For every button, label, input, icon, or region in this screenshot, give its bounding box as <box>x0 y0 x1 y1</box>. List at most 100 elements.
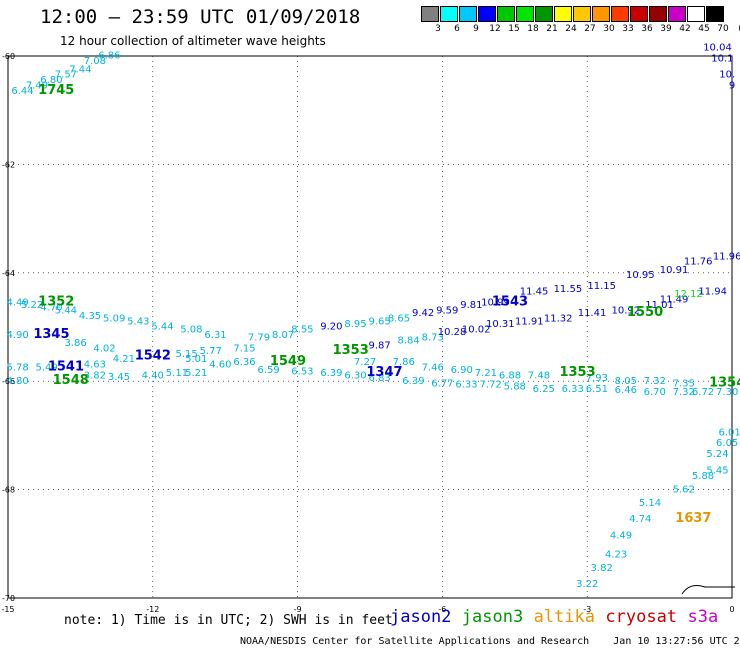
wave-height-value: 7.72 <box>480 380 502 391</box>
color-scale-swatch <box>611 6 629 22</box>
wave-height-value: 6.33 <box>562 384 584 395</box>
wave-height-value: 7.48 <box>528 370 550 381</box>
wave-height-value: 9.87 <box>369 341 391 352</box>
color-scale-label: 15 <box>508 24 520 34</box>
pass-time-label: 1637 <box>675 511 711 526</box>
color-scale-swatch <box>592 6 610 22</box>
color-scale-label: 33 <box>622 24 634 34</box>
color-scale-swatch <box>459 6 477 22</box>
wave-height-value: 5.88 <box>692 471 714 482</box>
pass-time-label: 1550 <box>627 305 663 320</box>
wave-height-value: 6.33 <box>455 380 477 391</box>
wave-height-value: 6.59 <box>258 365 280 376</box>
color-scale-label: 21 <box>546 24 558 34</box>
color-scale-label: 18 <box>527 24 539 34</box>
pass-time-label: 1548 <box>53 373 89 388</box>
wave-height-value: 7.93 <box>586 373 608 384</box>
latitude-tick-label: -60 <box>2 52 15 61</box>
wave-height-value: 8.84 <box>397 335 419 346</box>
legend-entry-jason2: jason2 <box>390 607 452 627</box>
coastline <box>681 585 735 595</box>
wave-height-value: 11.76 <box>684 257 713 268</box>
wave-height-value: 4.21 <box>113 354 135 365</box>
wave-height-value: 11.45 <box>520 286 549 297</box>
pass-time-label: 1745 <box>38 83 74 98</box>
wave-height-value: 6.80 <box>40 75 62 86</box>
wave-height-value: 4.40 <box>142 370 164 381</box>
color-scale-swatch <box>706 6 724 22</box>
wave-height-value: 3.82 <box>84 370 106 381</box>
longitude-tick-label: -9 <box>294 605 302 614</box>
wave-height-value: 5.11 <box>166 368 188 379</box>
wave-height-value: 6.51 <box>586 384 608 395</box>
wave-height-value: 8.95 <box>344 319 366 330</box>
wave-height-value: 9 <box>729 81 735 92</box>
wave-height-value: 7.15 <box>233 343 255 354</box>
latitude-tick-label: -62 <box>2 160 15 169</box>
color-scale-label: 70 <box>717 24 729 34</box>
latitude-tick-label: -70 <box>2 594 15 603</box>
wave-height-value: 4.74 <box>629 514 651 525</box>
latitude-tick-label: -64 <box>2 269 15 278</box>
legend-entry-jason3: jason3 <box>461 607 524 627</box>
color-scale-label: 6 <box>454 24 460 34</box>
wave-height-value: 6.72 <box>692 387 714 398</box>
color-scale-label: 3 <box>435 24 441 34</box>
wave-height-value: 4.35 <box>79 311 101 322</box>
wave-height-value: 4.49 <box>7 297 29 308</box>
wave-height-value: 5.88 <box>504 381 526 392</box>
color-scale-label: 30 <box>603 24 615 34</box>
wave-height-value: 7.35 <box>673 379 695 390</box>
wave-height-value: 6.01 <box>718 427 740 438</box>
legend-entry-cryosat: cryosat <box>605 607 678 627</box>
wave-height-value: 8.07 <box>272 330 294 341</box>
wave-height-value: 11.32 <box>544 314 573 325</box>
wave-height-value: 6.30 <box>344 370 366 381</box>
wave-height-value: 5.62 <box>673 484 695 495</box>
pass-time-label: 1543 <box>492 294 528 309</box>
pass-time-label: 1354 <box>709 376 740 391</box>
color-scale-label: 12 <box>489 24 501 34</box>
wave-height-value: 8.65 <box>388 314 410 325</box>
wave-height-value: 10.91 <box>660 265 689 276</box>
wave-height-value: 7.30 <box>716 387 738 398</box>
legend-entry-altika: altika <box>533 607 596 627</box>
wave-height-value: 4.63 <box>84 360 106 371</box>
wave-height-value: 4.02 <box>93 343 115 354</box>
wave-height-value: 6.86 <box>98 51 120 62</box>
wave-height-value: 11.94 <box>698 286 727 297</box>
wave-height-value: 5.01 <box>185 354 207 365</box>
wave-height-value: 10.02 <box>462 324 491 335</box>
wave-height-value: 3.82 <box>591 563 613 574</box>
wave-height-value: 5.14 <box>639 498 661 509</box>
wave-height-value: 10.99 <box>481 297 510 308</box>
color-scale-label: 45 <box>698 24 710 34</box>
wave-height-value: 6.39 <box>320 368 342 379</box>
wave-height-value: 11.91 <box>515 316 544 327</box>
wave-height-value: 7.49 <box>26 81 48 92</box>
color-scale-swatch <box>516 6 534 22</box>
pass-time-label: 1345 <box>33 327 69 342</box>
wave-height-value: 5.77 <box>200 346 222 357</box>
color-scale-label: 24 <box>565 24 577 34</box>
wave-height-value: 4.23 <box>605 549 627 560</box>
footer-credit: NOAA/NESDIS Center for Satellite Applica… <box>240 636 740 647</box>
longitude-tick-label: -12 <box>146 605 159 614</box>
wave-height-value: 4.49 <box>610 530 632 541</box>
wave-height-value: 4.80 <box>7 376 29 387</box>
wave-height-value: 5.24 <box>706 449 728 460</box>
wave-height-value: 8.73 <box>422 333 444 344</box>
map-subtitle: 12 hour collection of altimeter wave hei… <box>60 34 326 48</box>
wave-height-value: 7.79 <box>248 333 270 344</box>
wave-height-value: 5.08 <box>180 324 202 335</box>
longitude-tick-label: -3 <box>583 605 591 614</box>
wave-height-value: 6.31 <box>204 330 226 341</box>
color-scale-label: 9 <box>473 24 479 34</box>
wave-height-value: 12.12 <box>674 289 703 300</box>
wave-height-value: 9.59 <box>436 305 458 316</box>
wave-height-value: 5.44 <box>151 322 173 333</box>
latitude-tick-label: -66 <box>2 377 15 386</box>
wave-height-value: 11.01 <box>645 300 674 311</box>
wave-height-value: 10.92 <box>611 305 640 316</box>
